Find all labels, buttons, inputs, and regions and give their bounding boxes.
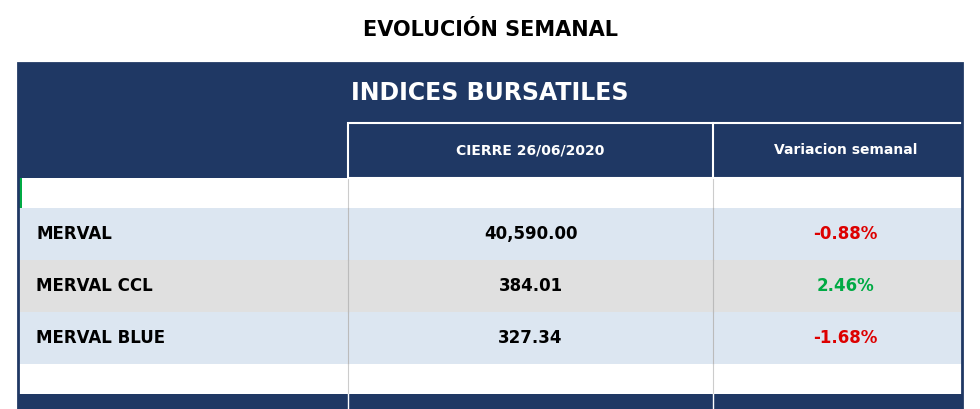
Text: 384.01: 384.01 [499, 277, 563, 295]
Text: 40,590.00: 40,590.00 [484, 225, 577, 243]
Text: EVOLUCIÓN SEMANAL: EVOLUCIÓN SEMANAL [363, 20, 617, 40]
Text: Variacion semanal: Variacion semanal [774, 144, 917, 157]
Text: CIERRE 26/06/2020: CIERRE 26/06/2020 [457, 144, 605, 157]
Text: MERVAL CCL: MERVAL CCL [36, 277, 153, 295]
Text: 327.34: 327.34 [498, 329, 563, 347]
Text: MERVAL BLUE: MERVAL BLUE [36, 329, 165, 347]
Text: -1.68%: -1.68% [813, 329, 878, 347]
Text: MERVAL: MERVAL [36, 225, 112, 243]
Text: 2.46%: 2.46% [816, 277, 874, 295]
Text: -0.88%: -0.88% [813, 225, 878, 243]
Text: INDICES BURSATILES: INDICES BURSATILES [351, 81, 629, 105]
